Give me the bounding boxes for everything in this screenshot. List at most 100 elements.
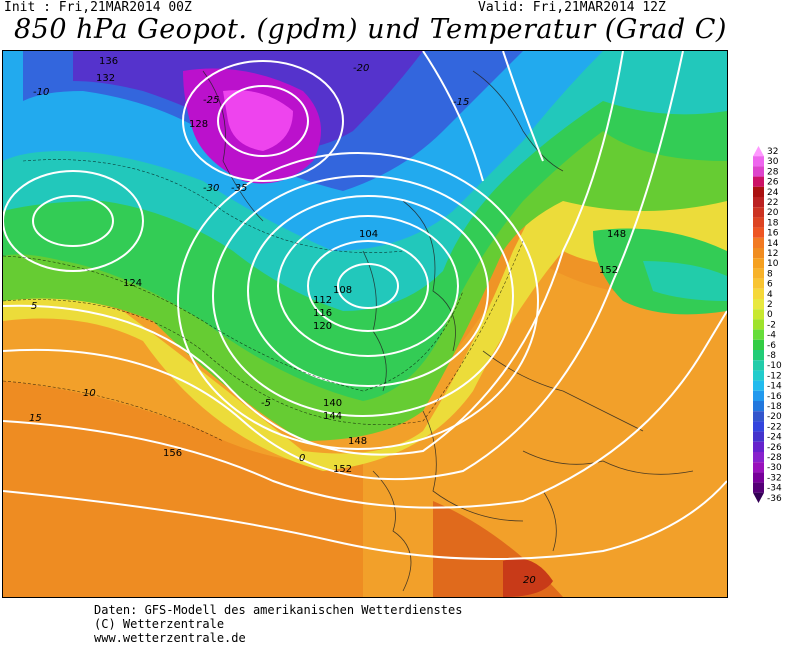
temp-label: 20 <box>523 575 536 586</box>
footer-copyright: (C) Wetterzentrale <box>94 617 225 631</box>
legend-label: 6 <box>767 280 773 290</box>
legend-label: 10 <box>767 259 779 269</box>
legend-swatch <box>753 431 764 442</box>
legend-label: -36 <box>767 494 782 504</box>
legend-swatch <box>753 329 764 340</box>
legend-label: 16 <box>767 229 779 239</box>
geopot-label: 112 <box>313 295 332 306</box>
geopot-label: 120 <box>313 321 332 332</box>
legend-label: 26 <box>767 178 779 188</box>
legend-label: -30 <box>767 463 782 473</box>
legend-label: 30 <box>767 157 779 167</box>
legend-swatch <box>753 197 764 208</box>
geopot-label: 144 <box>323 411 342 422</box>
legend-swatch <box>753 390 764 401</box>
legend-label: 12 <box>767 249 778 259</box>
legend-swatch <box>753 207 764 218</box>
legend-label: 4 <box>767 290 773 300</box>
legend-label: -6 <box>767 341 776 351</box>
legend-label: -22 <box>767 422 782 432</box>
footer-data-source: Daten: GFS-Modell des amerikanischen Wet… <box>94 603 463 617</box>
legend-swatch <box>753 268 764 279</box>
legend-label: 24 <box>767 188 779 198</box>
legend-swatch <box>753 258 764 269</box>
geopot-label: 136 <box>99 56 118 67</box>
legend-swatch <box>753 288 764 299</box>
geopot-label: 108 <box>333 285 352 296</box>
legend-swatch <box>753 411 764 422</box>
geopot-label: 124 <box>123 278 142 289</box>
legend-swatch <box>753 492 764 503</box>
geopot-label: 128 <box>189 119 208 130</box>
legend-label: 28 <box>767 167 779 177</box>
legend-label: -28 <box>767 453 782 463</box>
legend-label: 14 <box>767 239 779 249</box>
legend-label: 20 <box>767 208 779 218</box>
legend-label: -10 <box>767 361 782 371</box>
legend-swatch <box>753 278 764 289</box>
legend-swatch <box>753 452 764 463</box>
legend-label: -14 <box>767 382 782 392</box>
geopot-label: 104 <box>359 229 378 240</box>
temp-label: 15 <box>29 413 42 424</box>
legend-swatch <box>753 309 764 320</box>
geopot-label: 152 <box>599 265 618 276</box>
legend-label: 0 <box>767 310 773 320</box>
legend-swatch <box>753 299 764 310</box>
legend-swatch <box>753 441 764 452</box>
legend-label: -16 <box>767 392 782 402</box>
legend-swatch <box>753 176 764 187</box>
temp-label: -35 <box>231 183 247 194</box>
legend-swatch <box>753 237 764 248</box>
temp-label: -10 <box>33 87 49 98</box>
geopot-label: 148 <box>607 229 626 240</box>
map-title: 850 hPa Geopot. (gpdm) und Temperatur (G… <box>14 14 727 45</box>
temp-label: -15 <box>453 97 469 108</box>
legend-label: -26 <box>767 443 782 453</box>
legend-label: -4 <box>767 331 776 341</box>
legend-label: -20 <box>767 412 782 422</box>
weather-map: 136 132 128 124 120 116 112 108 104 140 … <box>2 50 728 598</box>
temp-label: 10 <box>83 388 96 399</box>
legend-swatch <box>753 401 764 412</box>
legend-swatch <box>753 350 764 361</box>
geopot-label: 152 <box>333 464 352 475</box>
footer-website: www.wetterzentrale.de <box>94 631 246 645</box>
legend-label: 18 <box>767 218 779 228</box>
legend-swatch <box>753 156 764 167</box>
legend-label: 32 <box>767 147 778 157</box>
legend-swatch <box>753 227 764 238</box>
valid-time: Valid: Fri,21MAR2014 12Z <box>478 0 666 15</box>
temperature-color-scale: 32 30 28 26 24 22 20 18 16 14 12 10 8 6 4 2 0 -2 -4 -6 -8 -10… <box>751 140 787 520</box>
legend-swatch <box>753 217 764 228</box>
geopot-label: 156 <box>163 448 182 459</box>
legend-swatch <box>753 146 764 157</box>
legend-label: -18 <box>767 402 782 412</box>
geopot-label: 132 <box>96 73 115 84</box>
legend-label: 2 <box>767 300 773 310</box>
init-time: Init : Fri,21MAR2014 00Z <box>4 0 192 15</box>
legend-swatch <box>753 472 764 483</box>
legend-label: -8 <box>767 351 776 361</box>
legend-swatch <box>753 166 764 177</box>
temp-label: -25 <box>203 95 219 106</box>
footer: Daten: GFS-Modell des amerikanischen Wet… <box>94 603 462 645</box>
legend-label: 22 <box>767 198 778 208</box>
legend-swatch <box>753 248 764 259</box>
legend-label: -24 <box>767 433 782 443</box>
temp-label: 5 <box>31 301 37 312</box>
legend-swatch <box>753 421 764 432</box>
geopot-label: 140 <box>323 398 342 409</box>
legend-swatch <box>753 339 764 350</box>
legend-swatch <box>753 380 764 391</box>
temp-label: -5 <box>261 398 271 409</box>
legend-swatch <box>753 482 764 493</box>
legend-label: -2 <box>767 320 776 330</box>
legend-swatch <box>753 360 764 371</box>
legend-swatch <box>753 319 764 330</box>
legend-label: -32 <box>767 473 782 483</box>
legend-swatch <box>753 370 764 381</box>
temp-label: -20 <box>353 63 369 74</box>
geopot-label: 148 <box>348 436 367 447</box>
legend-swatch <box>753 186 764 197</box>
